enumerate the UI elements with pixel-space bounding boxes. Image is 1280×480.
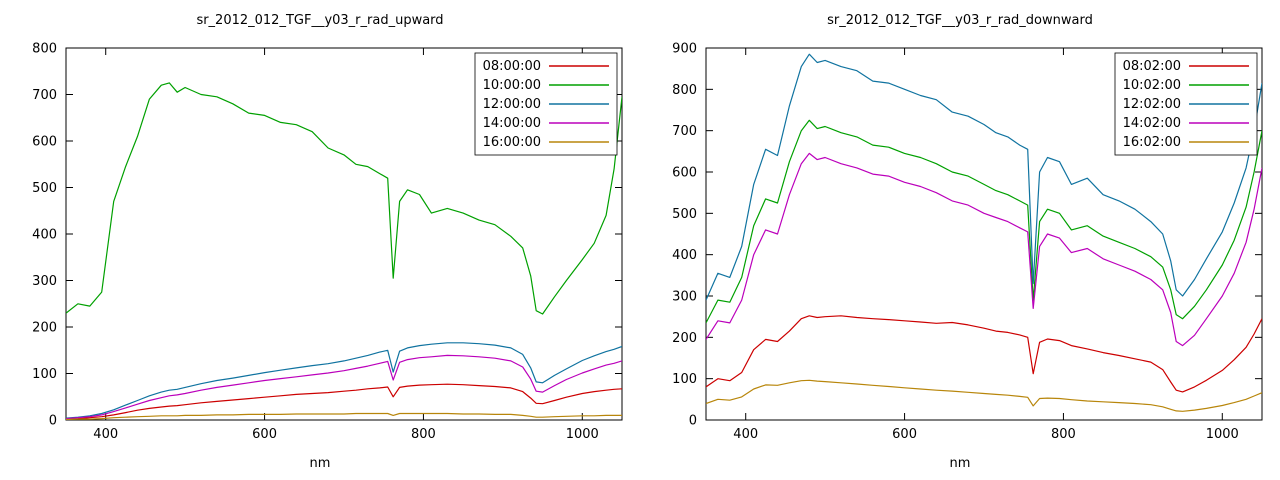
chart-title-upward: sr_2012_012_TGF__y03_r_rad_upward	[196, 13, 444, 28]
plot-border	[705, 47, 1263, 421]
chart-plot-upward: 0 100 200 300 400 500 600 700 800 400 600 800 1000 08…	[32, 42, 623, 442]
legend-label-2: 12:00:00	[483, 97, 541, 112]
legend-label-2: 12:02:00	[1123, 97, 1181, 112]
y-tick-label: 400	[672, 248, 697, 263]
legend-label-0: 08:00:00	[483, 59, 541, 74]
legend-label-0: 08:02:00	[1123, 59, 1181, 74]
series-line-2	[66, 342, 622, 419]
x-tick-label: 800	[1051, 427, 1076, 442]
y-tick-label: 500	[32, 181, 57, 196]
legend-label-4: 16:00:00	[483, 135, 541, 150]
series-line-1	[66, 82, 622, 315]
legend-label-3: 14:02:00	[1123, 116, 1181, 131]
y-tick-label: 700	[32, 88, 57, 103]
series-line-0	[66, 383, 622, 420]
y-tick-label: 500	[672, 207, 697, 222]
x-tick-label: 800	[411, 427, 436, 442]
legend-label-1: 10:02:00	[1123, 78, 1181, 93]
y-tick-label: 800	[672, 83, 697, 98]
series-group	[706, 53, 1262, 412]
series-line-0	[706, 315, 1262, 393]
x-tick-label: 400	[93, 427, 118, 442]
chart-panel-upward: sr_2012_012_TGF__y03_r_rad_upward 0 100 20…	[32, 13, 623, 471]
chart-plot-downward: 0 100 200 300 400 500 600 700 800 900 400 600 800 100…	[672, 42, 1263, 442]
x-tick-label: 1000	[1206, 427, 1239, 442]
legend-label-4: 16:02:00	[1123, 135, 1181, 150]
series-line-4	[706, 379, 1262, 412]
series-line-2	[706, 53, 1262, 301]
legend-label-1: 10:00:00	[483, 78, 541, 93]
series-group	[66, 82, 622, 420]
chart-title-downward: sr_2012_012_TGF__y03_r_rad_downward	[827, 13, 1093, 28]
legend-label-3: 14:00:00	[483, 116, 541, 131]
y-tick-label: 800	[32, 42, 57, 57]
y-tick-label: 100	[672, 372, 697, 387]
x-tick-label: 1000	[566, 427, 599, 442]
x-tick-label: 400	[733, 427, 758, 442]
y-tick-label: 200	[32, 321, 57, 336]
x-tick-label: 600	[252, 427, 277, 442]
y-tick-label: 900	[672, 42, 697, 57]
series-line-3	[706, 152, 1262, 347]
y-tick-label: 0	[689, 414, 697, 429]
y-tick-label: 600	[672, 166, 697, 181]
y-tick-label: 300	[672, 290, 697, 305]
chart-panel-downward: sr_2012_012_TGF__y03_r_rad_downward 0 100…	[640, 0, 1280, 480]
y-tick-label: 0	[49, 414, 57, 429]
series-line-1	[706, 119, 1262, 324]
x-tick-label: 600	[892, 427, 917, 442]
series-line-4	[66, 412, 622, 420]
series-line-3	[66, 354, 622, 420]
y-tick-label: 100	[32, 367, 57, 382]
y-tick-label: 400	[32, 228, 57, 243]
y-tick-label: 200	[672, 331, 697, 346]
plot-border	[65, 47, 623, 421]
y-tick-label: 300	[32, 274, 57, 289]
y-tick-label: 600	[32, 135, 57, 150]
x-axis-label-upward: nm	[309, 456, 331, 471]
y-tick-label: 700	[672, 124, 697, 139]
x-axis-label-downward: nm	[949, 456, 971, 471]
